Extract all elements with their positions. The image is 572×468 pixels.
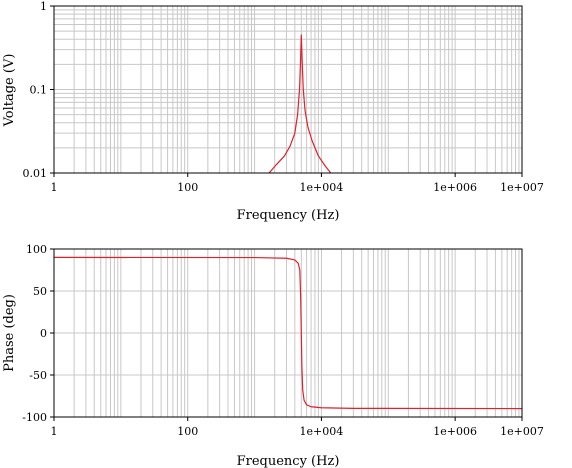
voltage-y-tick-label: 0.1 (30, 84, 48, 97)
phase-y-tick-label: 0 (40, 327, 47, 340)
phase-y-tick-label: 100 (26, 243, 47, 256)
phase-y-tick-label: 50 (33, 285, 47, 298)
voltage-y-tick-label: 0.01 (23, 167, 48, 180)
phase-x-tick-labels: 1 100 1e+004 1e+006 1e+007 (51, 417, 544, 438)
voltage-x-tick-labels: 1 100 1e+004 1e+006 1e+007 (51, 173, 544, 194)
phase-x-tick-label: 100 (177, 425, 198, 438)
voltage-x-tick-label: 1e+007 (500, 181, 544, 194)
phase-x-tick-label: 1 (51, 425, 58, 438)
phase-x-tick-label: 1e+006 (433, 425, 477, 438)
phase-y-tick-label: -50 (29, 369, 47, 382)
voltage-series-line (268, 34, 332, 174)
phase-x-axis-label: Frequency (Hz) (237, 454, 340, 468)
phase-x-tick-label: 1e+007 (500, 425, 544, 438)
phase-y-tick-labels: 100 50 0 -50 -100 (22, 243, 54, 424)
phase-grid (53, 248, 522, 418)
voltage-y-tick-labels: 1 0.1 0.01 (23, 0, 54, 180)
voltage-x-tick-label: 1 (51, 181, 58, 194)
phase-y-tick-label: -100 (22, 411, 47, 424)
voltage-x-tick-label: 1e+004 (300, 181, 344, 194)
phase-chart: 1 100 1e+004 1e+006 1e+007 100 50 0 -50 -100 Fre… (2, 243, 544, 468)
voltage-chart: 1 100 1e+004 1e+006 1e+007 1 0.1 0.01 Frequenc… (2, 0, 544, 223)
phase-x-tick-label: 1e+004 (300, 425, 344, 438)
voltage-grid (53, 6, 522, 174)
voltage-series (268, 34, 332, 174)
phase-series-line (53, 256, 523, 410)
phase-y-axis-label: Phase (deg) (2, 294, 17, 372)
voltage-x-tick-label: 1e+006 (433, 181, 477, 194)
voltage-y-tick-label: 1 (40, 0, 47, 13)
phase-series (53, 256, 523, 410)
voltage-y-axis-label: Voltage (V) (2, 54, 17, 128)
voltage-x-axis-label: Frequency (Hz) (237, 208, 340, 223)
voltage-x-tick-label: 100 (177, 181, 198, 194)
